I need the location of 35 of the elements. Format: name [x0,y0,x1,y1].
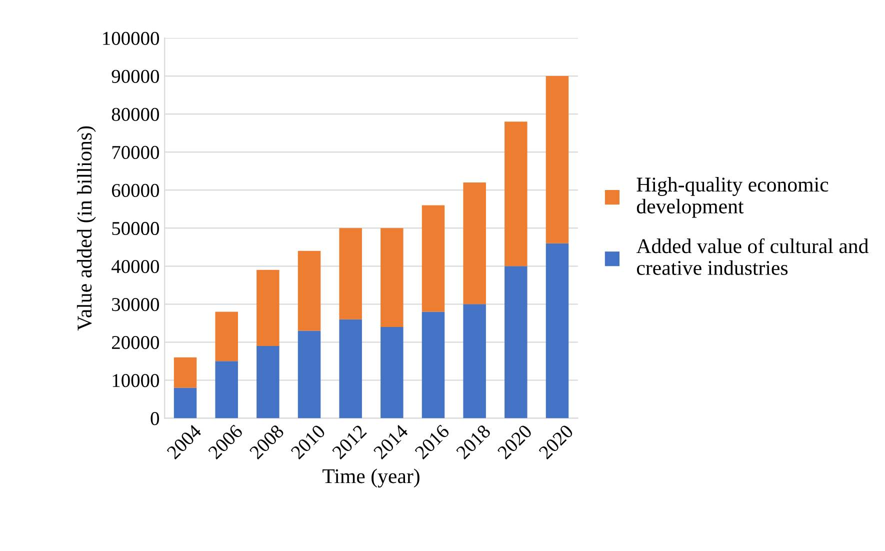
bar [380,228,404,327]
y-tick-label: 0 [150,412,160,426]
y-tick-label: 90000 [112,70,160,83]
bar [422,312,445,418]
y-tick-label: 60000 [112,184,160,198]
y-tick-label: 20000 [112,336,160,350]
bar [504,122,528,266]
bar [215,361,238,418]
bar [174,357,197,388]
y-tick-label: 50000 [112,222,160,236]
x-axis-title: Time (year) [322,468,420,488]
bar [298,330,321,418]
y-tick-label: 70000 [112,146,160,160]
y-tick-label: 100000 [103,32,160,45]
y-tick-label: 80000 [112,108,160,121]
y-axis-title: Value added (in billions) [76,126,96,331]
legend-label: Added value of cultural and creative industries [636,238,868,276]
bar [380,326,404,418]
bar [174,388,197,418]
bar [256,346,280,418]
bar [463,304,486,418]
y-tick-label: 30000 [112,298,160,312]
bar [256,270,280,346]
bar [339,319,362,418]
y-tick-label: 10000 [112,374,160,388]
bar [298,250,321,331]
legend-label: High-quality economic development [636,176,828,218]
y-tick-label: 40000 [112,260,160,274]
bar [463,182,486,304]
bar [339,228,362,320]
bar [422,205,445,312]
bar [215,312,238,362]
bar [546,243,569,418]
bar [504,266,528,418]
bar [546,76,569,244]
